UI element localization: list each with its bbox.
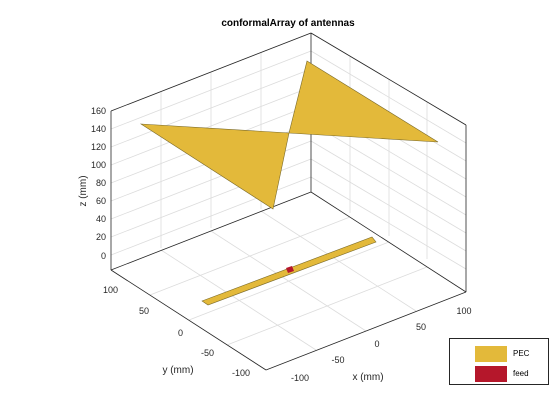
legend-label-pec: PEC <box>513 349 530 358</box>
dipole-antenna <box>201 236 377 306</box>
z-tick-label: 60 <box>96 196 106 206</box>
legend-item-pec: PEC <box>450 346 548 362</box>
bowtie-left-arm <box>139 123 290 210</box>
z-tick-label: 120 <box>91 142 106 152</box>
y-tick-label: 50 <box>139 306 149 316</box>
plot-title: conformalArray of antennas <box>221 18 355 29</box>
x-axis-ticks: -100 -50 0 50 100 <box>291 306 472 383</box>
z-tick-label: 40 <box>96 214 106 224</box>
legend-swatch-pec <box>475 346 507 362</box>
legend-label-feed: feed <box>513 369 529 378</box>
feed-point <box>286 266 294 273</box>
y-axis-label: y (mm) <box>162 365 193 376</box>
y-tick-label: -100 <box>232 368 250 378</box>
bowtie-antenna <box>139 60 439 210</box>
x-tick-label: 100 <box>456 306 471 316</box>
z-axis-ticks: 160 140 120 100 80 60 40 20 0 <box>91 106 106 261</box>
z-tick-label: 160 <box>91 106 106 116</box>
y-tick-label: 0 <box>178 328 183 338</box>
x-tick-label: 0 <box>374 339 379 349</box>
z-tick-label: 0 <box>101 251 106 261</box>
z-axis-label: z (mm) <box>78 175 89 206</box>
z-tick-label: 100 <box>91 160 106 170</box>
z-tick-label: 140 <box>91 124 106 134</box>
y-tick-label: 100 <box>103 285 118 295</box>
y-tick-label: -50 <box>201 348 214 358</box>
legend: PEC feed <box>449 338 549 385</box>
x-tick-label: 50 <box>416 322 426 332</box>
x-tick-label: -50 <box>331 355 344 365</box>
z-tick-label: 80 <box>96 178 106 188</box>
y-axis-ticks: 100 50 0 -50 -100 <box>103 285 250 378</box>
x-axis-label: x (mm) <box>352 372 383 383</box>
z-tick-label: 20 <box>96 232 106 242</box>
legend-item-feed: feed <box>450 366 548 382</box>
grid-lines <box>110 32 467 371</box>
bowtie-right-arm <box>288 60 439 143</box>
legend-swatch-feed <box>475 366 507 382</box>
x-tick-label: -100 <box>291 373 309 383</box>
